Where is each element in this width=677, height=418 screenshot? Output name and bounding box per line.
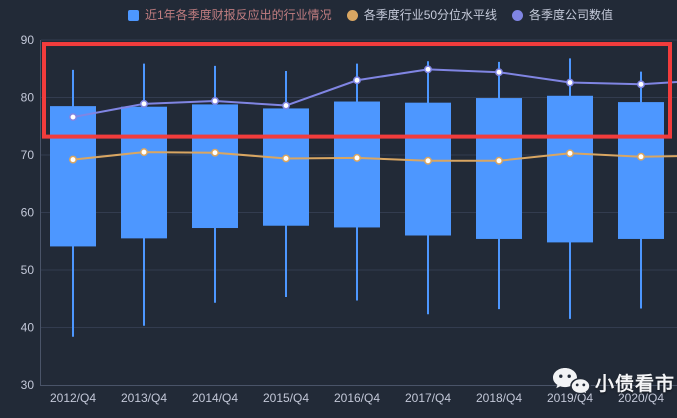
company-point[interactable] [353, 76, 361, 85]
range-box[interactable] [192, 104, 238, 229]
range-box[interactable] [334, 101, 380, 228]
watermark: 小债看市 [550, 366, 675, 398]
x-axis-label: 2016/Q4 [334, 391, 380, 405]
range-box[interactable] [50, 106, 96, 247]
industry50-point[interactable] [566, 149, 574, 158]
x-axis-label: 2015/Q4 [263, 391, 309, 405]
legend-item-industry-range[interactable]: 近1年各季度财报反应出的行业情况 [128, 6, 332, 24]
x-axis-label: 2012/Q4 [50, 391, 96, 405]
watermark-label: 小债看市 [595, 373, 676, 395]
y-axis-label: 90 [21, 33, 35, 47]
company-line [72, 68, 677, 119]
y-axis-label: 70 [21, 148, 35, 162]
x-axis-label: 2017/Q4 [405, 391, 451, 405]
industry50-point[interactable] [140, 148, 148, 157]
industry50-point[interactable] [424, 156, 432, 165]
legend-item-company-value[interactable]: 各季度公司数值 [512, 6, 613, 24]
wechat-icon [553, 368, 591, 397]
industry50-point[interactable] [637, 152, 645, 161]
x-axis-label: 2014/Q4 [192, 391, 238, 405]
legend-square-marker-icon [128, 9, 139, 21]
chart-legend: 近1年各季度财报反应出的行业情况 各季度行业50分位水平线 各季度公司数值 [128, 6, 613, 24]
range-box[interactable] [547, 95, 593, 243]
company-point[interactable] [282, 101, 290, 110]
legend-item-industry-median[interactable]: 各季度行业50分位水平线 [346, 6, 498, 24]
y-axis-label: 60 [21, 206, 35, 220]
y-axis-label: 50 [21, 263, 35, 277]
industry50-point[interactable] [282, 154, 290, 163]
range-box[interactable] [405, 102, 451, 236]
annotation-rect [42, 42, 672, 139]
legend-label: 各季度公司数值 [529, 8, 614, 22]
x-axis-label: 2018/Q4 [476, 391, 522, 405]
company-point[interactable] [424, 65, 432, 74]
company-point[interactable] [211, 97, 219, 105]
y-axis-label: 40 [21, 321, 35, 335]
range-box[interactable] [618, 102, 664, 239]
industry50-point[interactable] [495, 156, 503, 165]
company-point[interactable] [495, 68, 503, 77]
legend-circle-marker-icon [512, 9, 524, 21]
range-box[interactable] [263, 108, 309, 226]
company-point[interactable] [140, 99, 148, 108]
range-box[interactable] [121, 106, 167, 239]
company-point[interactable] [566, 78, 574, 87]
industry50-point[interactable] [353, 153, 361, 162]
x-axis-label: 2019/Q4 [547, 391, 593, 405]
legend-label: 各季度行业50分位水平线 [363, 8, 498, 22]
legend-circle-marker-icon [346, 9, 358, 21]
x-axis-label: 2020/Q4 [618, 391, 664, 405]
legend-label: 近1年各季度财报反应出的行业情况 [145, 8, 332, 22]
company-point[interactable] [69, 113, 77, 122]
x-axis-label: 2013/Q4 [121, 391, 167, 405]
industry50-point[interactable] [211, 148, 219, 157]
company-point[interactable] [637, 80, 645, 89]
range-box[interactable] [476, 98, 522, 239]
industry50-line [72, 151, 677, 162]
y-axis-label: 30 [21, 378, 35, 392]
industry50-point[interactable] [69, 155, 77, 164]
y-axis-label: 80 [21, 91, 35, 105]
